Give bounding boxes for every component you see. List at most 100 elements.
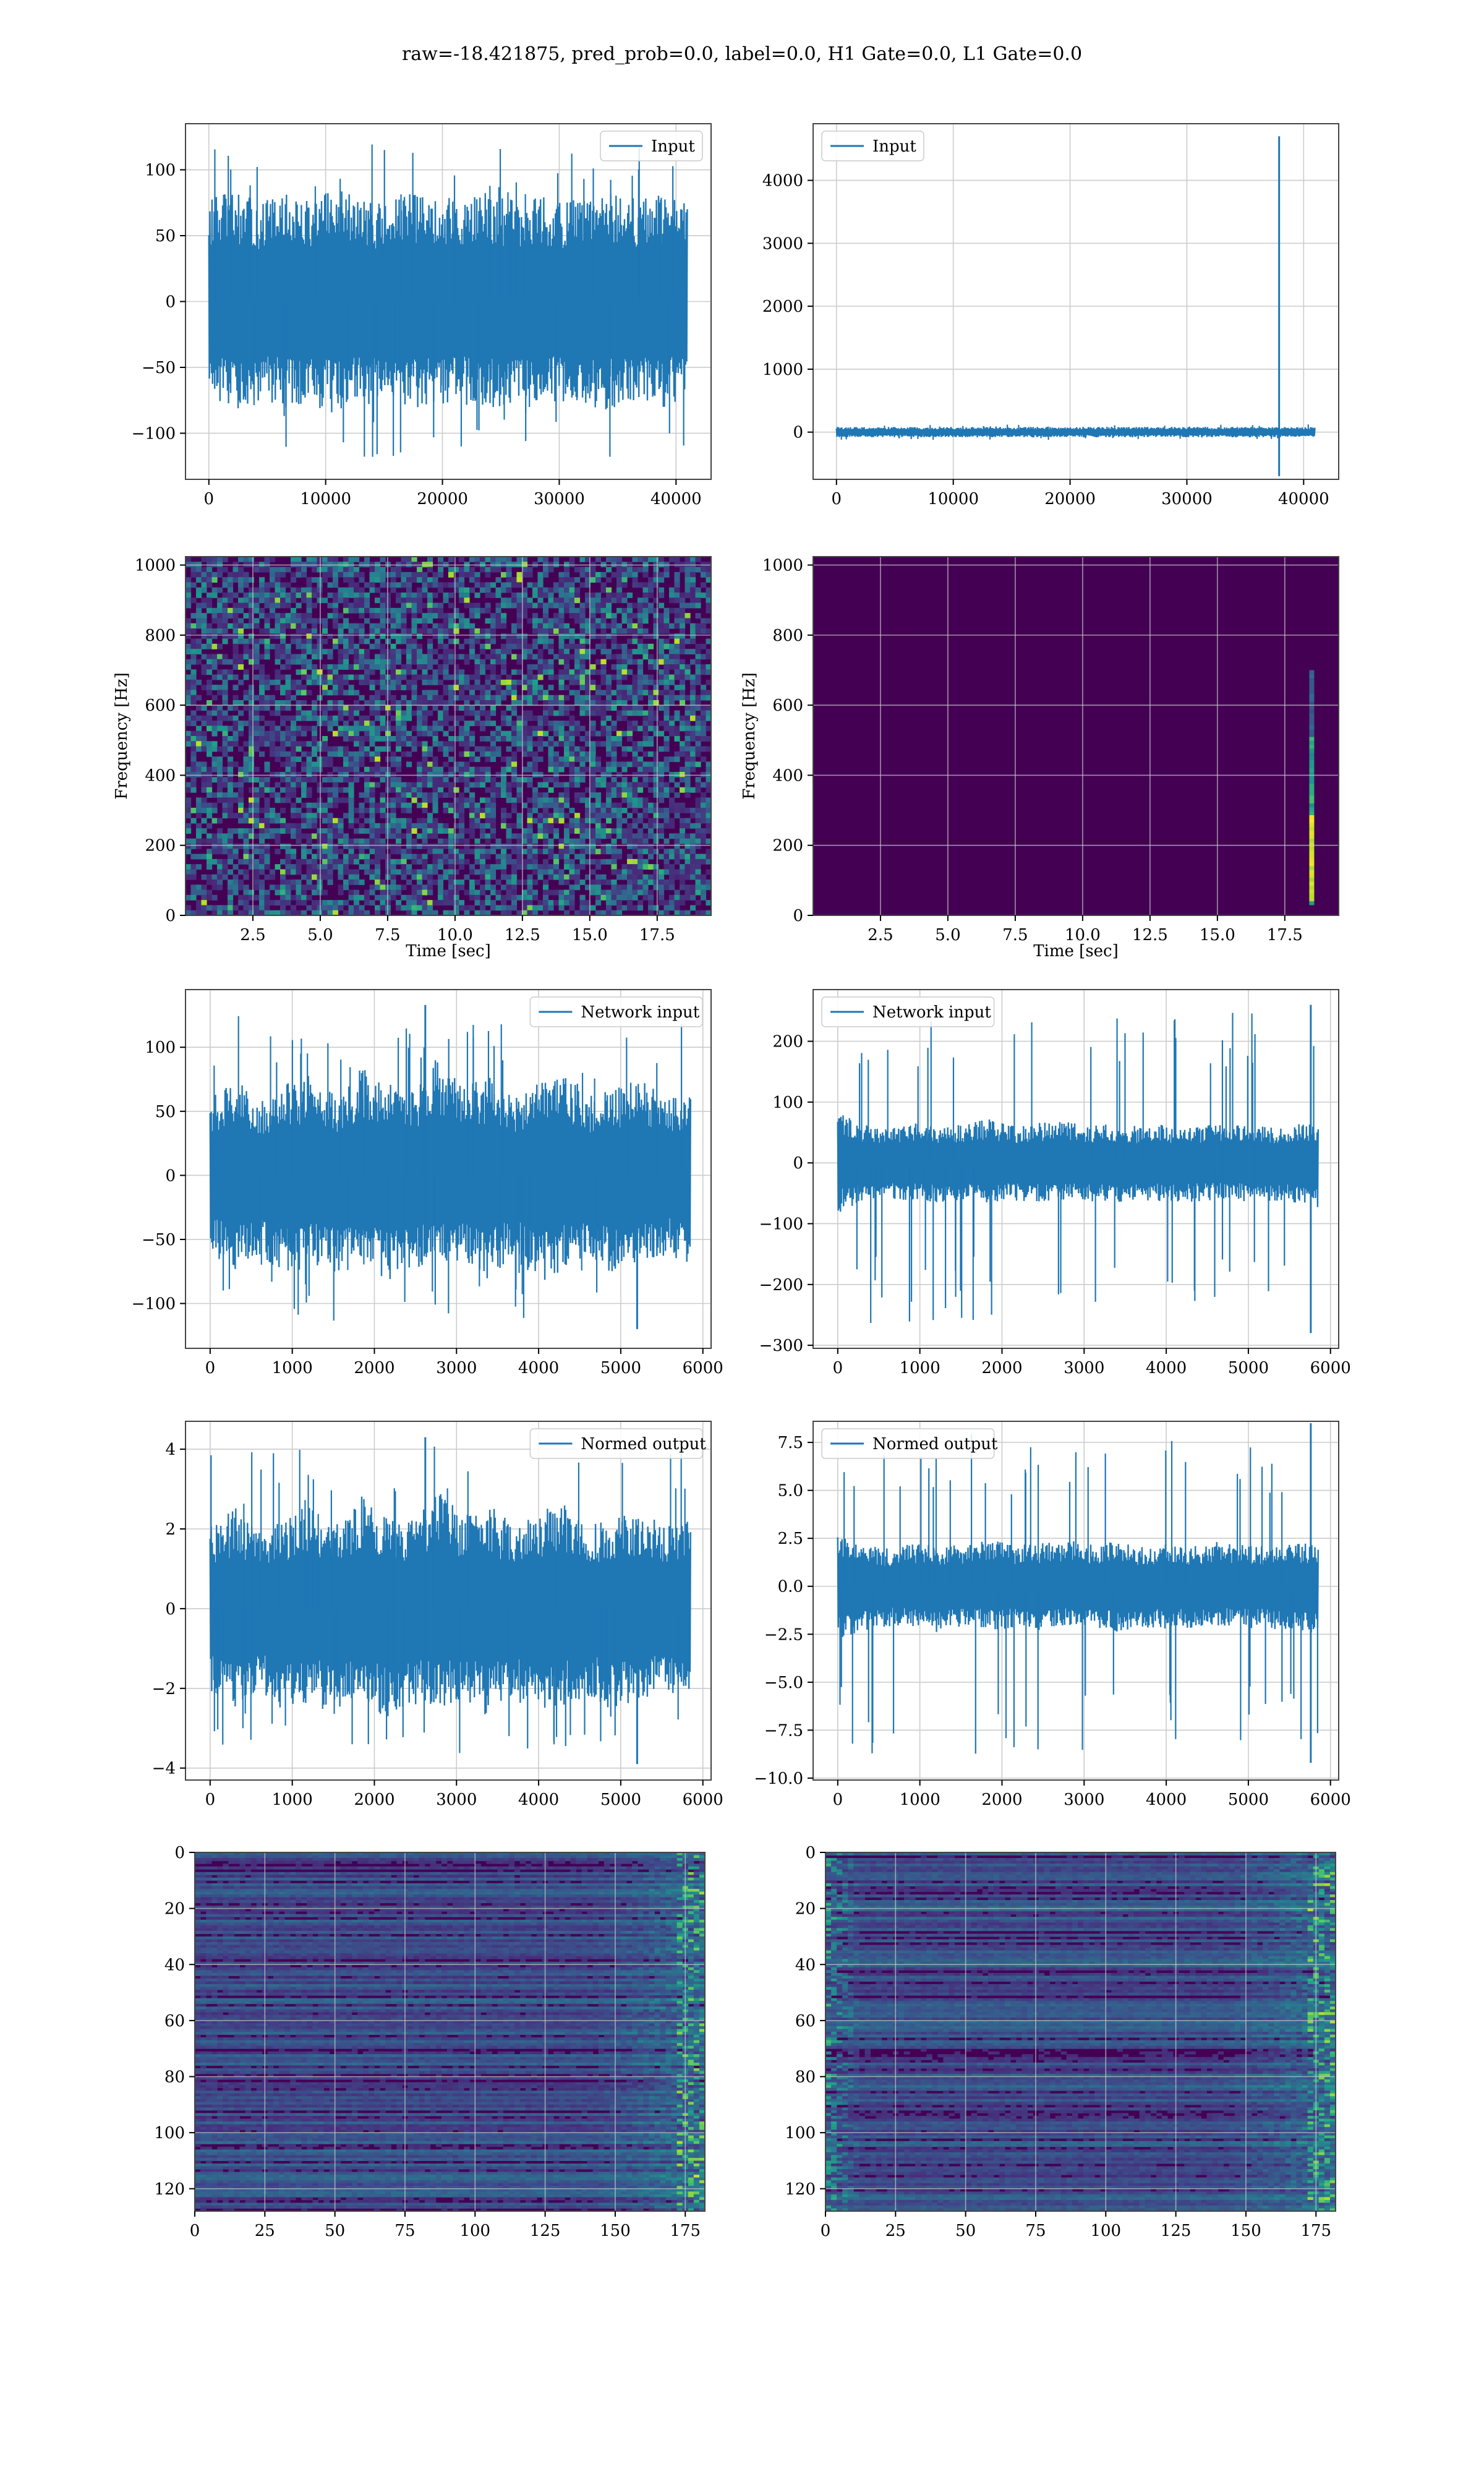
- heatmap-cell: [516, 787, 522, 793]
- heatmap-cell: [275, 577, 281, 583]
- heatmap-cell: [285, 756, 291, 763]
- heatmap-cell: [553, 721, 560, 727]
- heatmap-cell: [595, 823, 602, 829]
- heatmap-cell: [228, 813, 234, 819]
- heatmap-cell: [417, 654, 423, 660]
- heatmap-cell: [459, 864, 465, 870]
- heatmap-cell: [600, 649, 607, 655]
- heatmap-cell: [186, 894, 192, 901]
- heatmap-cell: [642, 721, 649, 727]
- heatmap-cell: [375, 854, 381, 860]
- heatmap-cell: [595, 618, 602, 624]
- heatmap-cell: [375, 864, 381, 870]
- heatmap-cell: [448, 849, 454, 855]
- heatmap-cell: [459, 715, 465, 721]
- heatmap-cell: [659, 674, 665, 680]
- heatmap-cell: [322, 577, 328, 583]
- heatmap-cell: [548, 823, 554, 829]
- heatmap-cell: [706, 705, 712, 711]
- heatmap-cell: [537, 669, 544, 675]
- heatmap-cell: [453, 607, 459, 614]
- heatmap-cell: [490, 844, 497, 849]
- heatmap-cell: [537, 623, 544, 629]
- heatmap-cell: [684, 695, 691, 701]
- heatmap-cell: [616, 582, 623, 588]
- heatmap-cell: [264, 894, 270, 901]
- heatmap-cell: [606, 715, 612, 721]
- heatmap-cell: [343, 705, 349, 711]
- heatmap-cell: [201, 808, 207, 813]
- heatmap-cell: [632, 649, 638, 655]
- heatmap-cell: [706, 818, 712, 824]
- heatmap-cell: [606, 751, 612, 757]
- heatmap-cell: [485, 628, 491, 634]
- heatmap-cell: [438, 721, 444, 727]
- heatmap-cell: [632, 690, 638, 696]
- heatmap-cell: [301, 700, 307, 706]
- heatmap-cell: [464, 562, 470, 568]
- heatmap-cell: [537, 715, 544, 721]
- heatmap-cell: [564, 761, 570, 768]
- heatmap-cell: [275, 659, 281, 665]
- heatmap-cell: [684, 618, 691, 624]
- heatmap-cell: [217, 880, 223, 885]
- heatmap-cell: [275, 838, 281, 844]
- heatmap-cell: [511, 726, 518, 732]
- heatmap-cell: [375, 751, 381, 757]
- heatmap-cell: [684, 638, 691, 644]
- heatmap-cell: [501, 664, 507, 670]
- heatmap-cell: [417, 659, 423, 665]
- heatmap-cell: [186, 557, 192, 562]
- heatmap-cell: [432, 869, 438, 875]
- heatmap-cell: [569, 772, 575, 777]
- heatmap-cell: [627, 869, 633, 875]
- heatmap-cell: [464, 889, 470, 896]
- heatmap-cell: [401, 613, 407, 619]
- heatmap-cell: [249, 741, 255, 747]
- heatmap-cell: [443, 597, 449, 604]
- heatmap-cell: [238, 818, 244, 824]
- heatmap-cell: [674, 633, 680, 640]
- heatmap-cell: [275, 818, 281, 824]
- signal-line: [208, 191, 688, 413]
- heatmap-cell: [516, 746, 522, 752]
- heatmap-cell: [616, 736, 623, 742]
- heatmap-cell: [280, 741, 286, 747]
- heatmap-cell: [469, 756, 475, 763]
- heatmap-cell: [674, 613, 680, 619]
- heatmap-cell: [495, 854, 501, 860]
- heatmap-cell: [537, 756, 544, 763]
- heatmap-cell: [659, 705, 665, 711]
- heatmap-cell: [422, 623, 428, 629]
- heatmap-cell: [511, 628, 518, 634]
- heatmap-cell: [207, 623, 213, 629]
- heatmap-cell: [211, 802, 218, 808]
- heatmap-cell: [327, 858, 333, 865]
- heatmap-cell: [217, 838, 223, 844]
- heatmap-cell: [322, 721, 328, 727]
- heatmap-cell: [338, 674, 344, 680]
- heatmap-cell: [595, 710, 602, 716]
- heatmap-cell: [312, 593, 318, 598]
- heatmap-cell: [469, 567, 475, 573]
- heatmap-cell: [464, 654, 470, 660]
- heatmap-cell: [680, 772, 686, 777]
- heatmap-cell: [459, 833, 465, 839]
- heatmap-cell: [396, 761, 402, 768]
- heatmap-cell: [532, 864, 539, 870]
- heatmap-cell: [369, 844, 375, 849]
- heatmap-cell: [186, 700, 192, 706]
- heatmap-cell: [600, 659, 607, 665]
- heatmap-cell: [222, 726, 228, 732]
- heatmap-cell: [659, 618, 665, 624]
- heatmap-cell: [317, 746, 323, 752]
- heatmap-cell: [653, 607, 659, 614]
- heatmap-cell: [296, 602, 302, 609]
- heatmap-cell: [186, 741, 192, 747]
- heatmap-cell: [228, 761, 234, 768]
- heatmap-cell: [222, 607, 228, 614]
- heatmap-cell: [490, 813, 497, 819]
- heatmap-cell: [611, 751, 617, 757]
- heatmap-cell: [259, 679, 265, 685]
- heatmap-cell: [422, 705, 428, 711]
